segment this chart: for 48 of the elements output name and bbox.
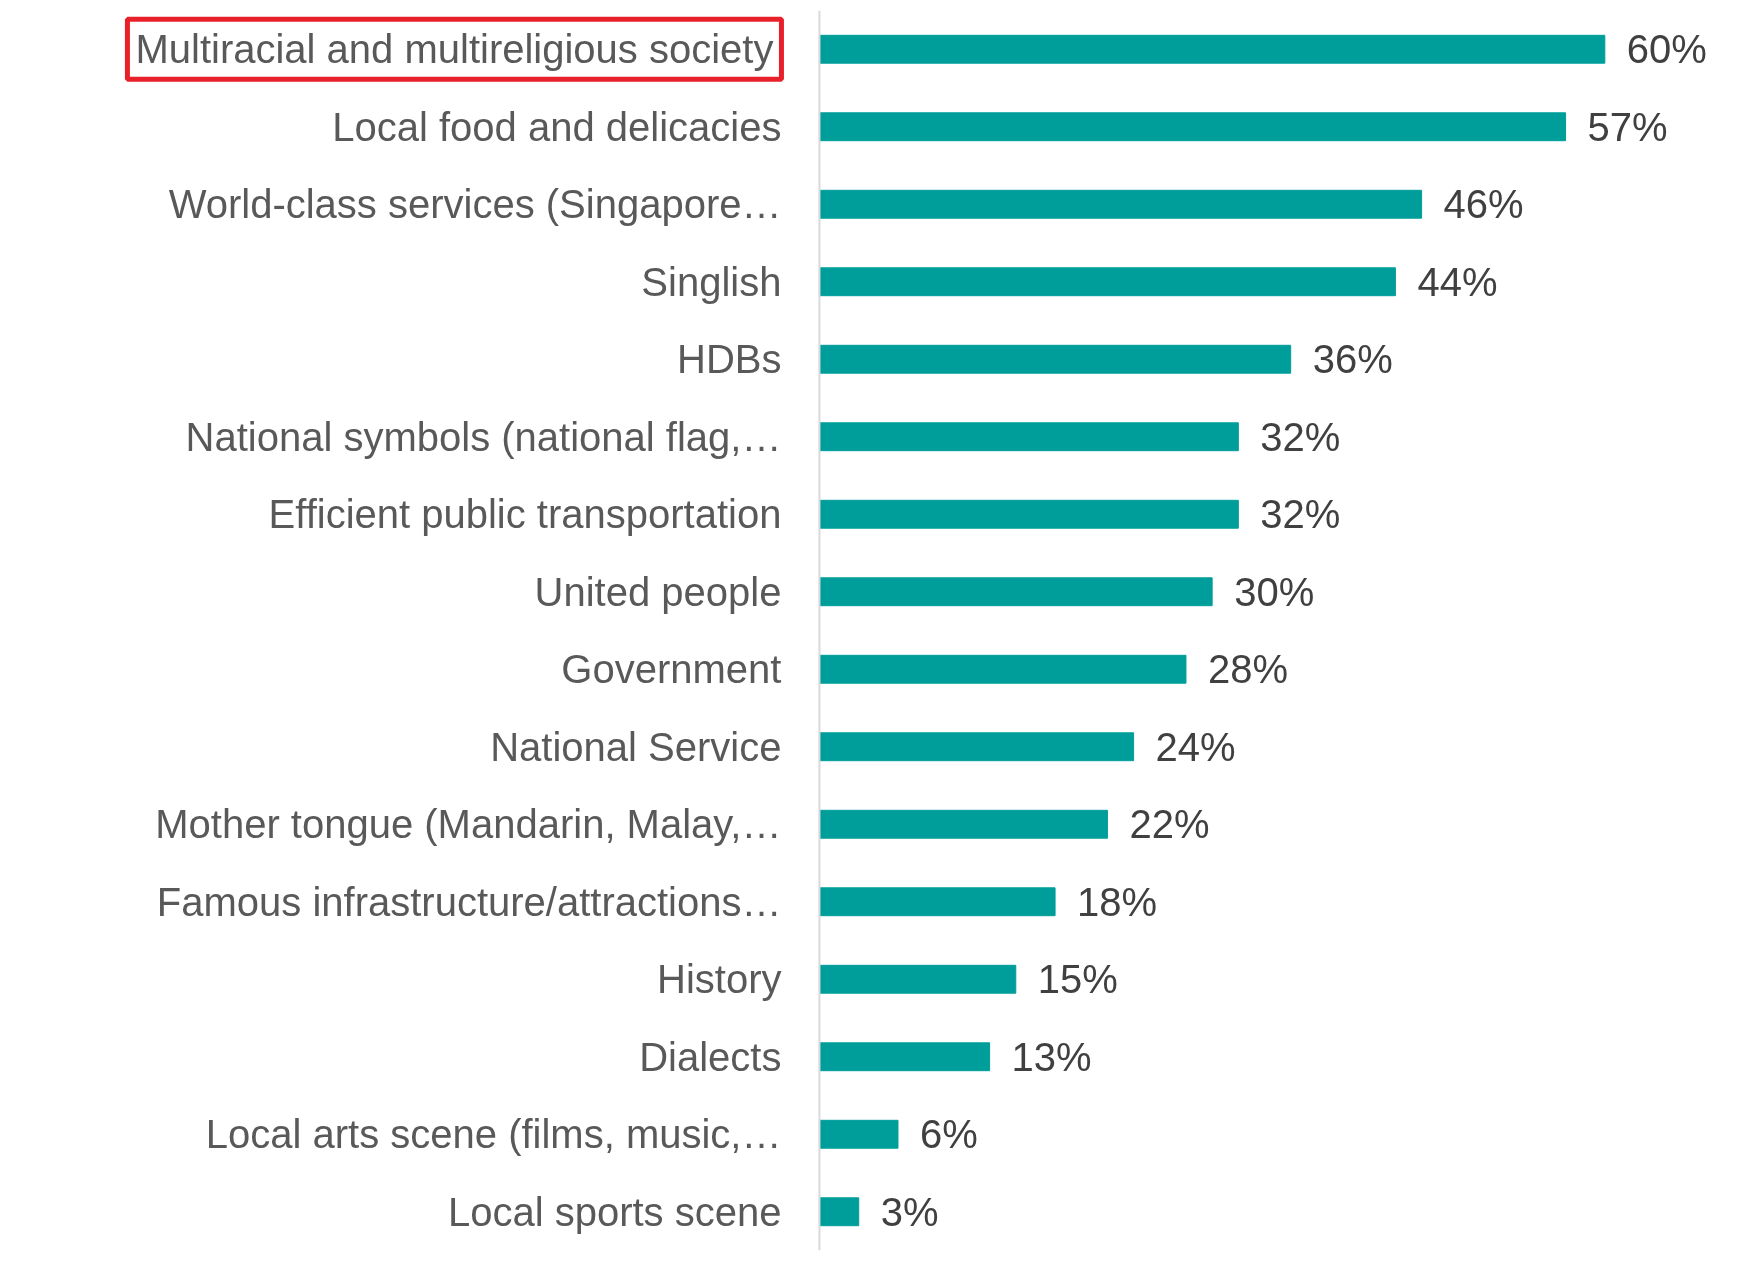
- bar: [818, 887, 1056, 917]
- y-tick-label: Famous infrastructure/attractions…: [156, 879, 782, 924]
- data-label: 28%: [1207, 647, 1289, 692]
- bar: [818, 422, 1239, 452]
- data-label: 13%: [1011, 1034, 1092, 1079]
- y-tick-label: History: [657, 957, 782, 1002]
- data-label: 18%: [1077, 879, 1158, 924]
- y-tick-label: Government: [561, 647, 782, 692]
- data-label: 30%: [1234, 569, 1315, 614]
- y-tick-label: National Service: [490, 724, 782, 769]
- data-label: 3%: [880, 1189, 939, 1234]
- bar: [818, 1042, 991, 1072]
- bar: [818, 732, 1135, 762]
- y-tick-label: Local arts scene (films, music,…: [205, 1112, 782, 1157]
- data-label: 57%: [1587, 104, 1668, 149]
- data-label: 44%: [1417, 259, 1498, 304]
- bar: [818, 267, 1396, 297]
- bar: [818, 1119, 899, 1149]
- y-tick-label: United people: [534, 569, 782, 614]
- data-label: 60%: [1626, 27, 1707, 72]
- data-label: 32%: [1260, 414, 1341, 459]
- data-label: 22%: [1129, 802, 1210, 847]
- y-tick-label: Multiracial and multireligious society: [135, 27, 774, 72]
- y-tick-label: Local food and delicacies: [332, 104, 782, 149]
- bar: [818, 1197, 860, 1227]
- bar: [818, 499, 1239, 529]
- bar: [818, 809, 1108, 839]
- data-label: 46%: [1443, 182, 1524, 227]
- data-label: 6%: [919, 1112, 978, 1157]
- y-tick-label: World-class services (Singapore…: [168, 182, 782, 227]
- y-tick-label: Dialects: [639, 1034, 782, 1079]
- bar: [818, 654, 1187, 684]
- y-tick-label: Efficient public transportation: [268, 492, 782, 537]
- bar: [818, 577, 1213, 607]
- y-tick-label: Singlish: [641, 259, 782, 304]
- data-label: 15%: [1037, 957, 1118, 1002]
- bar: [818, 112, 1567, 142]
- y-tick-label: Mother tongue (Mandarin, Malay,…: [155, 802, 782, 847]
- bar: [818, 964, 1017, 994]
- bar: [818, 34, 1606, 64]
- data-label: 36%: [1312, 337, 1393, 382]
- y-tick-label: HDBs: [677, 337, 782, 382]
- data-label: 32%: [1260, 492, 1341, 537]
- y-tick-label: National symbols (national flag,…: [185, 414, 782, 459]
- bar: [818, 189, 1423, 219]
- data-label: 24%: [1155, 724, 1236, 769]
- y-tick-label: Local sports scene: [447, 1189, 782, 1234]
- bar: [818, 344, 1292, 374]
